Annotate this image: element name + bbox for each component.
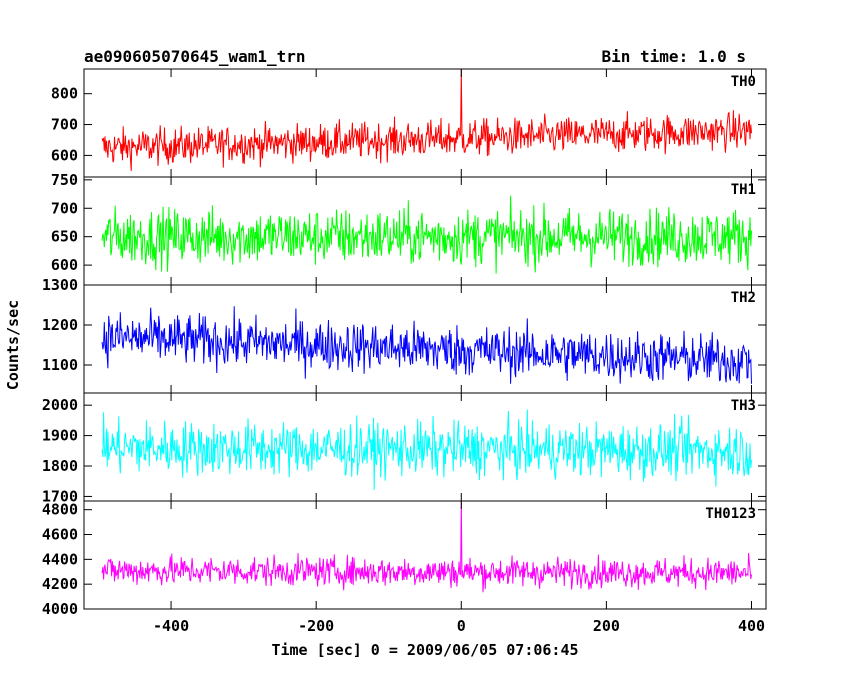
- panel-label: TH2: [731, 290, 756, 306]
- y-tick-label: 2000: [42, 396, 78, 414]
- series-line-th2: [101, 306, 752, 384]
- y-tick-label: 1300: [42, 276, 78, 294]
- y-tick-label: 1100: [42, 356, 78, 374]
- y-tick-label: 650: [51, 228, 78, 246]
- y-tick-label: 700: [51, 116, 78, 134]
- x-tick-label: -400: [153, 617, 189, 635]
- panel-label: TH0123: [705, 506, 756, 522]
- y-axis-title: Counts/sec: [4, 300, 22, 390]
- chart-title: ae090605070645_wam1_trn: [84, 47, 306, 66]
- panel-label: TH0: [731, 74, 756, 90]
- panel-th2: 1100 1200 1300 TH2: [42, 276, 767, 394]
- y-tick-label: 1700: [42, 487, 78, 505]
- y-tick-label: 800: [51, 85, 78, 103]
- panel-th1: 600 650 700 750 TH1: [51, 171, 767, 286]
- x-tick-label: 400: [738, 617, 765, 635]
- panel-label: TH3: [731, 398, 756, 414]
- y-tick-label: 4600: [42, 526, 78, 544]
- x-axis: -400 -200 0 200 400: [153, 617, 765, 635]
- y-tick-label: 600: [51, 256, 78, 274]
- panel-frame: [83, 500, 767, 610]
- y-tick-label: 700: [51, 199, 78, 217]
- panels-group: 600 700 800 TH0 600 650 700 750 TH1 1100 1200 1300 T…: [42, 68, 767, 618]
- x-tick-label: -200: [298, 617, 334, 635]
- y-tick-label: 1200: [42, 316, 78, 334]
- panel-th0: 600 700 800 TH0: [51, 68, 767, 178]
- y-tick-label: 4000: [42, 600, 78, 618]
- y-tick-label: 1900: [42, 427, 78, 445]
- x-tick-label: 0: [457, 617, 466, 635]
- series-line-th3: [101, 409, 752, 490]
- panel-th3: 1700 1800 1900 2000 TH3: [42, 392, 767, 505]
- panel-th0123: 4000 4200 4400 4600 4800 TH0123: [42, 500, 767, 618]
- panel-label: TH1: [731, 182, 756, 198]
- bin-time-label: Bin time: 1.0 s: [602, 47, 747, 66]
- x-axis-title: Time [sec] 0 = 2009/06/05 07:06:45: [271, 641, 578, 659]
- y-tick-label: 4200: [42, 575, 78, 593]
- series-line-th1: [101, 195, 752, 274]
- y-tick-label: 1800: [42, 457, 78, 475]
- series-line-th0123: [101, 501, 752, 593]
- y-tick-label: 4400: [42, 550, 78, 568]
- y-tick-label: 600: [51, 146, 78, 164]
- y-tick-label: 750: [51, 171, 78, 189]
- series-line-th0: [101, 69, 752, 172]
- x-tick-label: 200: [593, 617, 620, 635]
- y-tick-label: 4800: [42, 501, 78, 519]
